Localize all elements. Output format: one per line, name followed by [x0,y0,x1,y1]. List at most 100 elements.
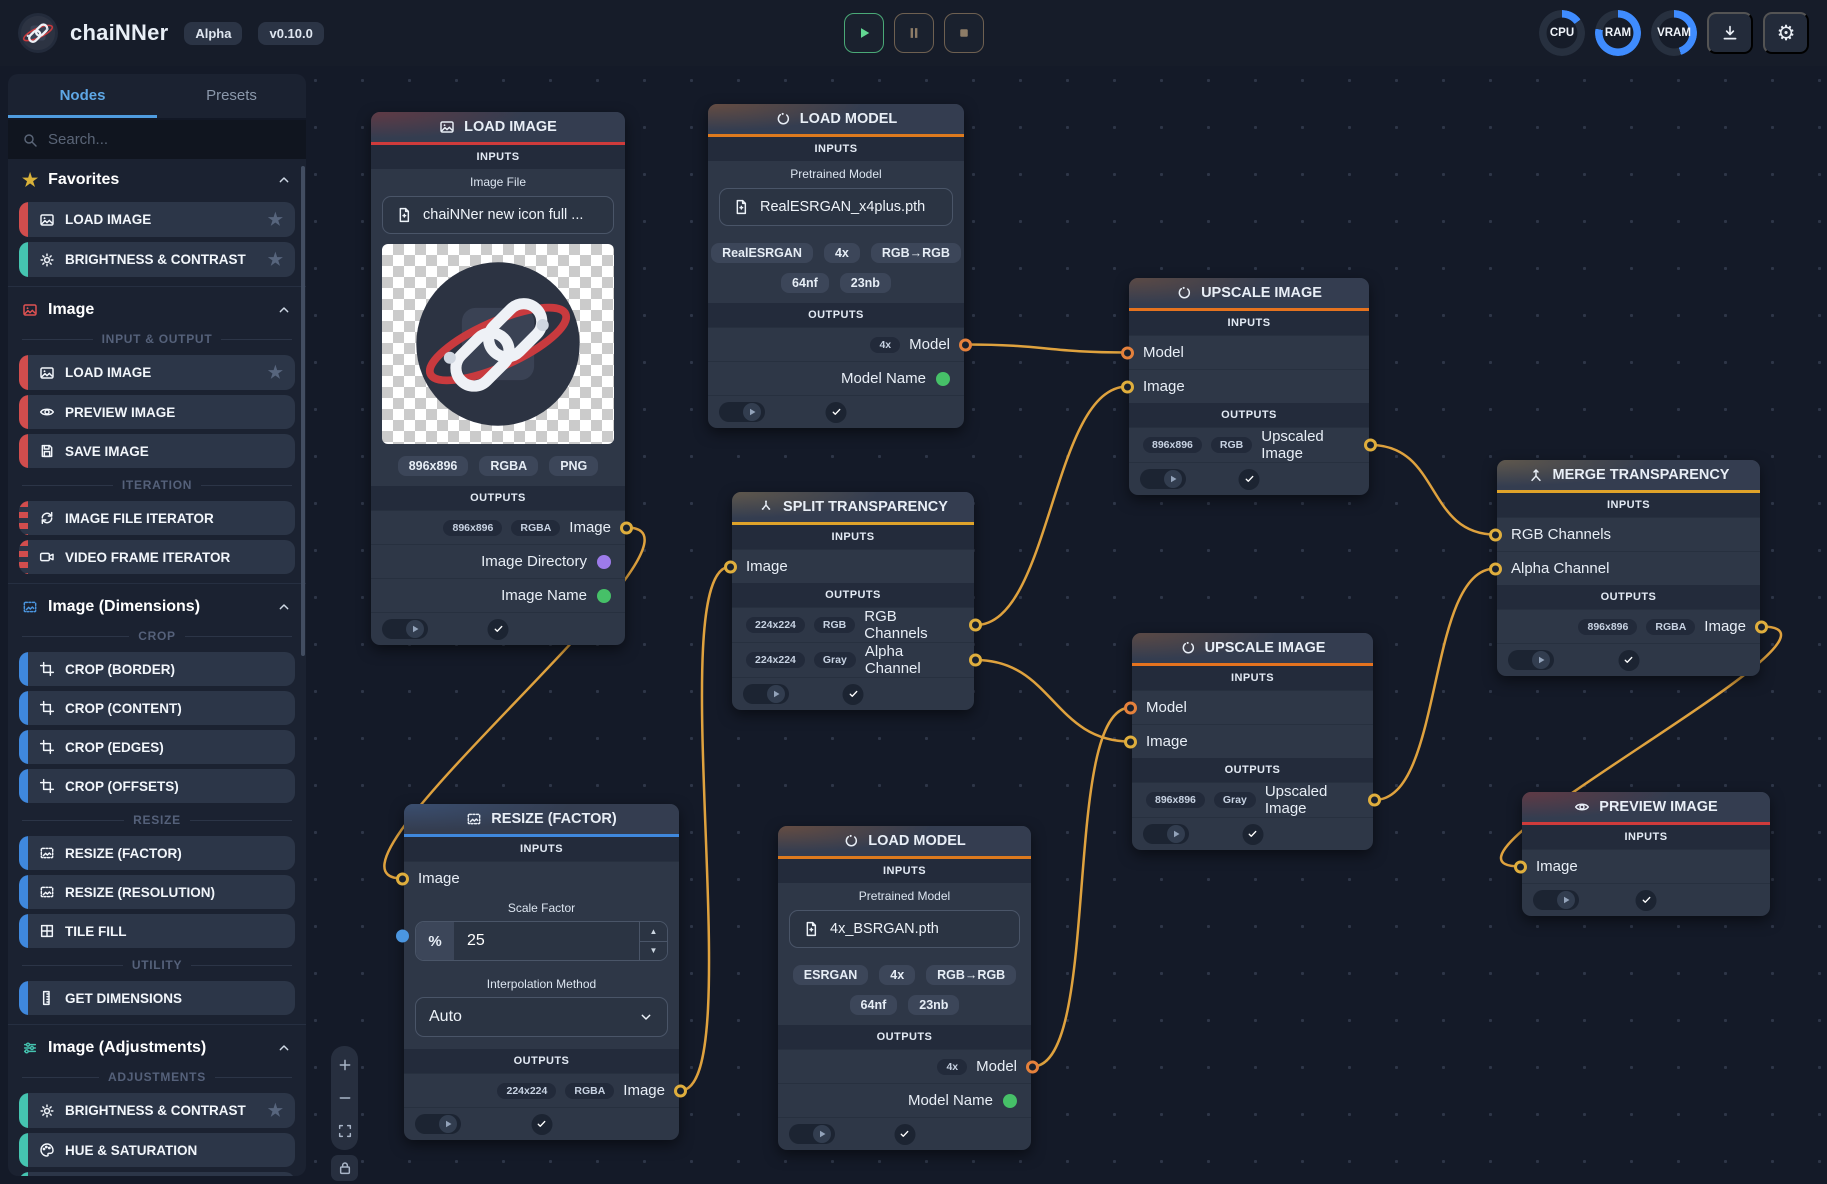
sidebar-item-image-file-iterator[interactable]: IMAGE FILE ITERATOR [19,501,295,535]
output-handle-image[interactable] [1364,438,1377,452]
lock-canvas-button[interactable] [331,1155,358,1181]
run-toggle[interactable] [415,1114,461,1134]
inputs-band: INPUTS [708,137,964,161]
run-toggle[interactable] [382,619,428,639]
input-handle-image[interactable] [1124,735,1137,748]
sidebar-item-save-image[interactable]: SAVE IMAGE [19,434,295,468]
node-merge-transparency[interactable]: MERGE TRANSPARENCY INPUTS RGB Channels A… [1489,460,1768,676]
favorite-star-icon[interactable]: ★ [267,363,283,382]
input-handle-model[interactable] [1124,701,1137,714]
run-toggle[interactable] [1140,469,1186,489]
output-handle-rgb[interactable] [969,618,982,632]
interpolation-select[interactable]: Auto [415,997,668,1037]
sidebar-item-load-image[interactable]: LOAD IMAGE ★ [19,202,295,237]
sidebar-item-brightness-contrast[interactable]: BRIGHTNESS & CONTRAST ★ [19,242,295,277]
output-handle-alpha[interactable] [969,653,982,667]
input-handle-image[interactable] [1514,860,1527,873]
node-load-model-1[interactable]: LOAD MODEL INPUTS Pretrained Model RealE… [708,104,972,428]
input-row-image: Image [1124,724,1373,758]
chevron-up-icon[interactable] [276,599,292,615]
search-input[interactable] [48,131,292,148]
zoom-out-icon[interactable] [337,1090,353,1106]
output-handle-model[interactable] [959,338,972,351]
input-handle-scale[interactable] [396,929,409,943]
scale-value-input[interactable] [454,922,639,960]
run-toggle[interactable] [743,684,789,704]
sidebar-item-crop-offsets[interactable]: CROP (OFFSETS) [19,769,295,803]
file-input[interactable]: RealESRGAN_x4plus.pth [719,188,953,226]
input-handle-image[interactable] [1121,380,1134,393]
output-label: Image [623,1082,665,1099]
output-handle-model-name[interactable] [936,371,950,386]
sidebar-item-crop-content[interactable]: CROP (CONTENT) [19,691,295,725]
sidebar-item-opacity[interactable]: OPACITY [19,1172,295,1176]
output-handle-image[interactable] [620,521,633,534]
output-handle-image[interactable] [1755,620,1768,633]
run-toggle[interactable] [1533,890,1579,910]
node-header: MERGE TRANSPARENCY [1497,460,1760,493]
input-handle-image[interactable] [396,872,409,885]
chevron-up-icon[interactable] [276,1040,292,1056]
fit-view-icon[interactable] [337,1123,353,1139]
sidebar-item-crop-border[interactable]: CROP (BORDER) [19,652,295,686]
favorite-star-icon[interactable]: ★ [267,250,283,269]
node-split-transparency[interactable]: SPLIT TRANSPARENCY INPUTS Image OUTPUTS … [724,492,982,710]
split-icon [758,499,774,515]
download-button[interactable] [1707,12,1753,54]
file-input[interactable]: chaiNNer new icon full ... [382,196,614,234]
node-load-image[interactable]: LOAD IMAGE INPUTS Image File chaiNNer ne… [371,112,633,645]
run-button[interactable] [843,13,884,53]
mode-badge: Gray [1213,792,1256,808]
output-handle-image[interactable] [1368,793,1381,807]
sidebar-item-tile-fill[interactable]: TILE FILL [19,914,295,948]
zoom-in-icon[interactable] [337,1057,353,1073]
sidebar-item-preview-image[interactable]: PREVIEW IMAGE [19,395,295,429]
output-row-upscaled: 896x896 RGB Upscaled Image [1129,427,1377,462]
sidebar-item-get-dimensions[interactable]: GET DIMENSIONS [19,981,295,1015]
sidebar-item-brightness-contrast-2[interactable]: BRIGHTNESS & CONTRAST ★ [19,1093,295,1128]
merge-icon [1528,467,1544,483]
settings-button[interactable]: ⚙ [1763,12,1809,54]
sidebar-item-video-frame-iterator[interactable]: VIDEO FRAME ITERATOR [19,540,295,574]
input-handle-alpha[interactable] [1489,562,1502,575]
output-handle-model-name[interactable] [1003,1093,1017,1108]
favorite-star-icon[interactable]: ★ [267,1101,283,1120]
run-toggle[interactable] [789,1124,835,1144]
run-toggle[interactable] [719,402,765,422]
node-resize-factor[interactable]: RESIZE (FACTOR) INPUTS Image Scale Facto… [396,804,687,1140]
file-name: chaiNNer new icon full ... [423,207,584,223]
spin-up-button[interactable]: ▲ [640,922,667,942]
node-upscale-image-1[interactable]: UPSCALE IMAGE INPUTS Model Image OUTPUTS… [1121,278,1377,495]
node-load-model-2[interactable]: LOAD MODEL INPUTS Pretrained Model 4x_BS… [778,826,1039,1150]
input-handle-model[interactable] [1121,346,1134,359]
tab-nodes[interactable]: Nodes [8,74,157,118]
output-handle-model[interactable] [1026,1060,1039,1073]
sidebar-item-resize-factor[interactable]: RESIZE (FACTOR) [19,836,295,870]
file-input[interactable]: 4x_BSRGAN.pth [789,910,1020,948]
section-favorites[interactable]: ★ Favorites [8,159,306,197]
section-image[interactable]: Image [8,289,306,327]
input-handle-image[interactable] [724,560,737,573]
output-handle-directory[interactable] [597,554,611,569]
sidebar-item-load-image-2[interactable]: LOAD IMAGE ★ [19,355,295,390]
sidebar-item-resize-resolution[interactable]: RESIZE (RESOLUTION) [19,875,295,909]
spin-down-button[interactable]: ▼ [640,941,667,960]
favorite-star-icon[interactable]: ★ [267,210,283,229]
output-handle-name[interactable] [597,588,611,603]
section-image-adjustments[interactable]: Image (Adjustments) [8,1027,306,1065]
section-image-dimensions[interactable]: Image (Dimensions) [8,586,306,624]
sidebar-item-hue-saturation[interactable]: HUE & SATURATION [19,1133,295,1167]
stop-button[interactable] [943,13,984,53]
run-toggle[interactable] [1508,650,1554,670]
input-handle-rgb[interactable] [1489,528,1502,541]
node-upscale-image-2[interactable]: UPSCALE IMAGE INPUTS Model Image OUTPUTS… [1124,633,1381,850]
sidebar-scrollbar[interactable] [301,166,305,656]
output-handle-image[interactable] [674,1084,687,1097]
chevron-up-icon[interactable] [276,172,292,188]
pause-button[interactable] [893,13,934,53]
chevron-up-icon[interactable] [276,302,292,318]
run-toggle[interactable] [1143,824,1189,844]
sidebar-item-crop-edges[interactable]: CROP (EDGES) [19,730,295,764]
node-preview-image[interactable]: PREVIEW IMAGE INPUTS Image [1514,792,1770,916]
tab-presets[interactable]: Presets [206,87,257,104]
